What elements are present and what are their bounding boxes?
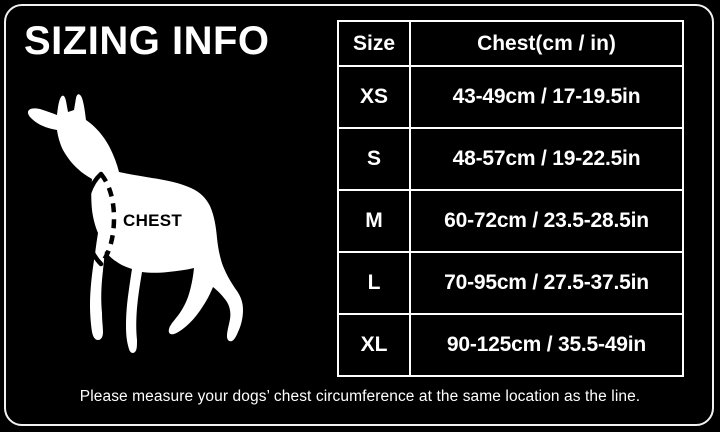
size-table-container: Size Chest(cm / in) XS 43-49cm / 17-19.5… — [337, 20, 684, 377]
cell-chest: 90-125cm / 35.5-49in — [409, 313, 684, 377]
table-header-row: Size Chest(cm / in) — [337, 20, 684, 67]
table-row: M 60-72cm / 23.5-28.5in — [337, 189, 684, 253]
cell-size: L — [337, 251, 411, 315]
column-header-chest: Chest(cm / in) — [409, 20, 684, 67]
cell-chest: 48-57cm / 19-22.5in — [409, 127, 684, 191]
size-table: Size Chest(cm / in) XS 43-49cm / 17-19.5… — [337, 20, 684, 377]
page-title: SIZING INFO — [24, 19, 270, 63]
column-header-size: Size — [337, 20, 411, 67]
cell-chest: 70-95cm / 27.5-37.5in — [409, 251, 684, 315]
table-row: L 70-95cm / 27.5-37.5in — [337, 251, 684, 315]
dog-silhouette-figure: CHEST — [24, 88, 304, 360]
cell-size: XS — [337, 65, 411, 129]
measurement-instruction-caption: Please measure your dogs’ chest circumfe… — [79, 388, 641, 405]
table-row: XL 90-125cm / 35.5-49in — [337, 313, 684, 377]
cell-chest: 43-49cm / 17-19.5in — [409, 65, 684, 129]
chest-measure-arc — [82, 171, 104, 267]
dog-body-shape — [27, 94, 243, 353]
table-row: XS 43-49cm / 17-19.5in — [337, 65, 684, 129]
cell-size: XL — [337, 313, 411, 377]
cell-size: S — [337, 127, 411, 191]
chest-label: CHEST — [123, 211, 182, 230]
chest-measure-dashed-line — [99, 172, 117, 266]
table-row: S 48-57cm / 19-22.5in — [337, 127, 684, 191]
cell-size: M — [337, 189, 411, 253]
cell-chest: 60-72cm / 23.5-28.5in — [409, 189, 684, 253]
